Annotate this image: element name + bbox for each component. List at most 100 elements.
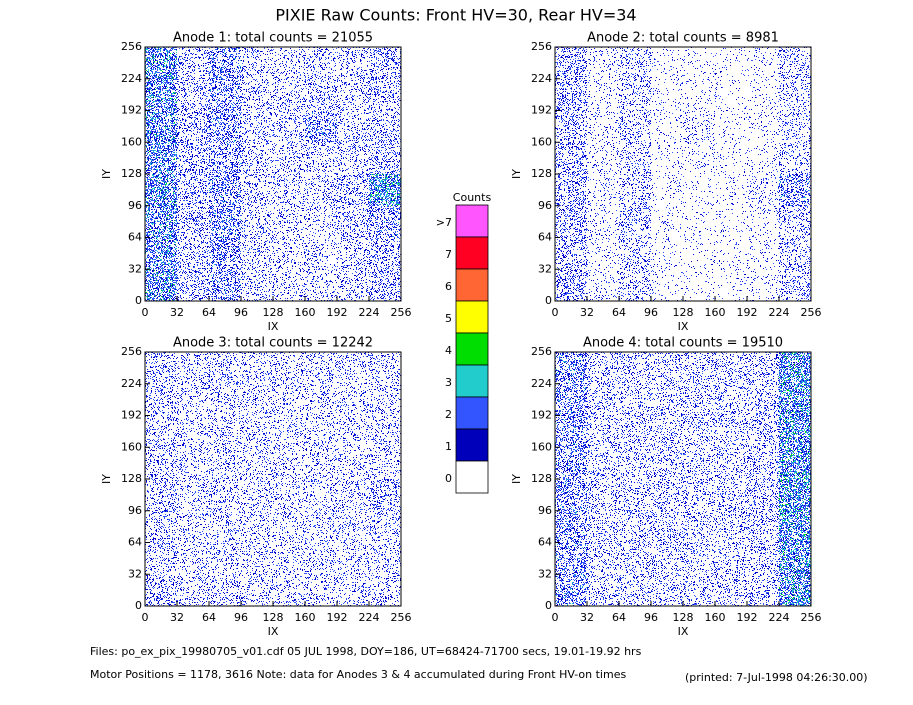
heat-cell: [715, 383, 747, 416]
heat-cell: [145, 447, 177, 479]
count-dots: [619, 415, 651, 447]
heat-cell: [587, 207, 619, 238]
heat-cell: [779, 574, 811, 606]
heat-cell: [305, 205, 337, 238]
count-dots: [683, 574, 715, 606]
heat-cell: [177, 510, 209, 543]
count-dots: [587, 574, 619, 606]
count-dots: [273, 511, 305, 543]
count-dots: [779, 383, 811, 416]
count-dots: [337, 174, 369, 206]
count-dots: [619, 479, 651, 511]
heat-cell: [619, 415, 651, 447]
count-dots: [587, 383, 619, 416]
y-tick-label: 64: [128, 231, 142, 244]
count-dots: [241, 352, 273, 384]
count-dots: [683, 79, 713, 110]
heat-cell: [587, 352, 619, 384]
count-dots: [684, 208, 715, 238]
x-tick-label: 0: [142, 611, 149, 624]
count-dots: [177, 269, 209, 301]
heat-cell: [587, 269, 619, 301]
heat-cell: [177, 269, 209, 301]
count-dots: [177, 78, 209, 111]
heat-cell: [241, 237, 273, 269]
y-tick-label: 64: [538, 231, 552, 244]
count-dots: [305, 205, 337, 238]
count-dots: [683, 110, 715, 143]
heat-cell: [715, 415, 747, 448]
heat-cell: [305, 447, 337, 479]
count-dots: [619, 237, 651, 269]
count-dots: [719, 110, 745, 143]
count-dots: [555, 447, 587, 479]
count-dots: [556, 574, 587, 606]
heat-cell: [555, 574, 587, 606]
heat-cell: [177, 415, 209, 448]
heat-cell: [651, 352, 683, 384]
heat-cell: [619, 269, 651, 301]
heat-cell: [555, 415, 587, 448]
count-dots: [685, 142, 715, 174]
heat-cell: [683, 352, 715, 384]
y-tick-label: 224: [531, 377, 552, 390]
heat-cell: [747, 574, 779, 606]
count-dots: [305, 47, 336, 79]
panel-title: Anode 4: total counts = 19510: [583, 336, 783, 351]
count-dots: [555, 510, 587, 543]
heat-cell: [587, 415, 619, 447]
colorbar-swatch: [455, 460, 489, 494]
count-dots: [273, 78, 305, 111]
count-dots: [619, 269, 651, 301]
count-dots: [779, 511, 811, 542]
heat-cell: [555, 383, 587, 416]
count-dots: [719, 111, 747, 142]
heat-cell: [779, 542, 811, 575]
count-dots: [779, 110, 811, 142]
count-dots: [369, 447, 401, 477]
count-dots: [619, 237, 651, 270]
heat-cell: [305, 78, 337, 111]
count-dots: [747, 511, 779, 543]
heat-cell: [555, 510, 587, 543]
heat-cell: [145, 415, 177, 448]
count-dots: [209, 479, 241, 510]
count-dots: [177, 415, 209, 448]
count-dots: [273, 574, 305, 606]
count-dots: [241, 415, 273, 447]
count-dots: [555, 205, 587, 238]
heat-cell: [779, 79, 811, 111]
count-dots: [555, 110, 587, 143]
heat-cell: [779, 352, 811, 384]
count-dots: [715, 383, 747, 415]
count-dots: [747, 352, 779, 384]
heat-cell: [273, 510, 305, 543]
heat-cell: [683, 206, 715, 238]
heat-cell: [683, 574, 715, 606]
heat-cell: [619, 205, 651, 238]
count-dots: [587, 208, 619, 238]
heat-cell: [241, 415, 273, 448]
count-dots: [619, 47, 651, 79]
count-dots: [305, 352, 337, 383]
heat-cell: [337, 383, 369, 416]
count-dots: [715, 269, 747, 299]
heat-cell: [651, 142, 683, 174]
count-dots: [305, 110, 337, 142]
count-dots: [715, 415, 747, 447]
heat-cell: [619, 174, 651, 205]
count-dots: [588, 80, 619, 109]
heat-cell: [337, 542, 369, 575]
count-dots: [145, 447, 177, 479]
heat-cell: [241, 79, 273, 111]
count-dots: [337, 142, 369, 174]
count-dots: [145, 237, 177, 269]
count-dots: [683, 384, 715, 415]
count-dots: [587, 269, 619, 301]
count-dots: [779, 237, 811, 270]
count-dots: [588, 447, 619, 479]
y-tick-label: 256: [121, 345, 142, 358]
count-dots: [555, 415, 587, 448]
count-dots: [242, 574, 273, 606]
heat-cell: [145, 384, 177, 416]
